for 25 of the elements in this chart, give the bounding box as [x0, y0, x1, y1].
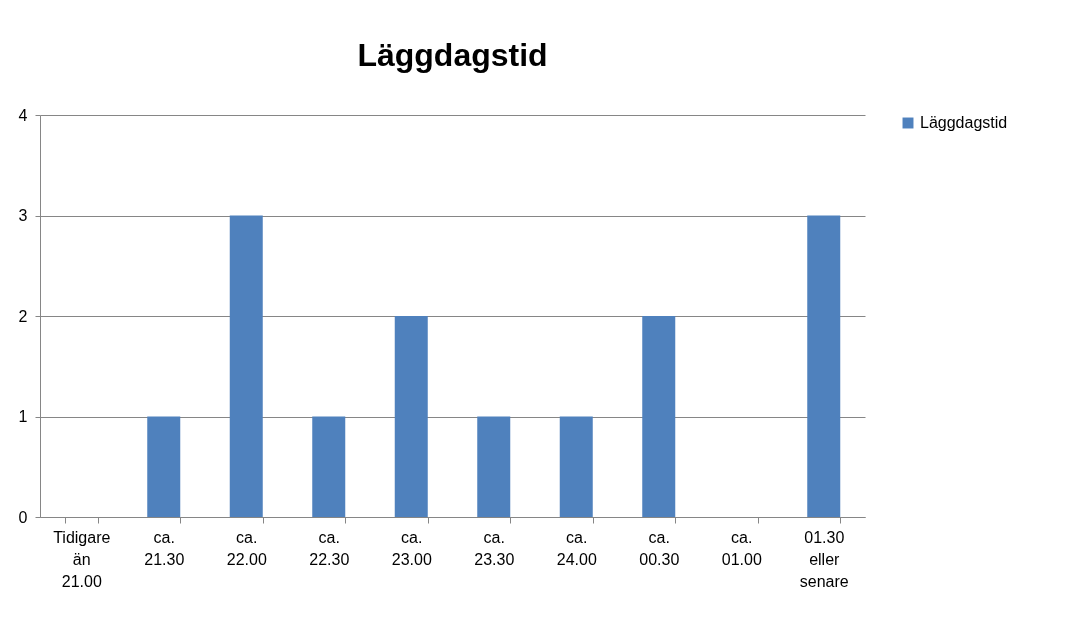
x-tick-label: ca. 23.00: [391, 528, 432, 568]
bar: [147, 416, 181, 517]
bar: [229, 215, 263, 517]
y-tick-label: 1: [18, 408, 28, 425]
x-tick-label: Tidigare än 21.00: [53, 528, 111, 590]
x-tick-label: ca. 24.00: [556, 528, 597, 568]
x-tick-label: ca. 00.30: [639, 528, 680, 568]
x-tick-label: 01.30 eller senare: [799, 528, 849, 590]
bar: [807, 215, 841, 517]
bar: [559, 416, 593, 517]
legend-label: Läggdagstid: [920, 114, 1008, 131]
y-tick-label: 2: [18, 307, 28, 325]
y-tick-label: 3: [18, 207, 28, 224]
bar: [477, 416, 511, 517]
y-tick-label: 0: [18, 508, 28, 526]
x-tick-label: ca. 21.30: [144, 528, 185, 568]
x-tick-label: ca. 23.30: [474, 528, 515, 568]
bar: [394, 316, 428, 517]
x-tick-label: ca. 01.00: [721, 528, 762, 568]
x-tick-label: ca. 22.30: [309, 528, 350, 568]
bar: [642, 316, 676, 517]
chart-title: Läggdagstid: [357, 37, 548, 73]
y-tick-label: 4: [18, 106, 28, 124]
x-tick-label: ca. 22.00: [226, 528, 267, 568]
bar: [312, 416, 346, 517]
